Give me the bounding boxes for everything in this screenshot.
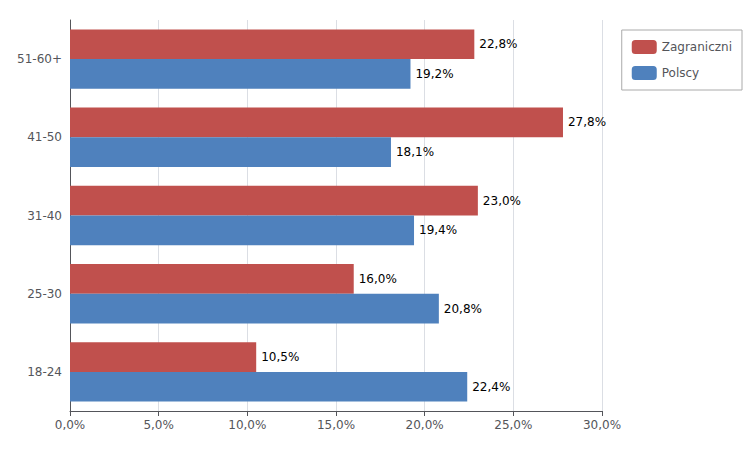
svg-text:15,0%: 15,0% (317, 418, 355, 432)
svg-text:18-24: 18-24 (27, 365, 62, 379)
svg-text:30,0%: 30,0% (583, 418, 621, 432)
svg-text:51-60+: 51-60+ (17, 52, 62, 66)
svg-text:10,0%: 10,0% (228, 418, 266, 432)
svg-text:31-40: 31-40 (27, 209, 62, 223)
svg-text:19,2%: 19,2% (415, 67, 453, 81)
svg-text:Polscy: Polscy (662, 66, 699, 80)
svg-text:23,0%: 23,0% (483, 194, 521, 208)
svg-text:25-30: 25-30 (27, 287, 62, 301)
svg-text:18,1%: 18,1% (396, 145, 434, 159)
svg-text:27,8%: 27,8% (568, 115, 606, 129)
svg-text:Zagraniczni: Zagraniczni (662, 40, 732, 54)
svg-text:16,0%: 16,0% (359, 272, 397, 286)
svg-text:25,0%: 25,0% (494, 418, 532, 432)
svg-text:0,0%: 0,0% (55, 418, 86, 432)
svg-text:22,8%: 22,8% (479, 37, 517, 51)
svg-text:20,0%: 20,0% (406, 418, 444, 432)
svg-text:41-50: 41-50 (27, 130, 62, 144)
svg-text:10,5%: 10,5% (261, 350, 299, 364)
svg-text:20,8%: 20,8% (444, 302, 482, 316)
svg-text:19,4%: 19,4% (419, 223, 457, 237)
svg-text:5,0%: 5,0% (143, 418, 174, 432)
svg-text:22,4%: 22,4% (472, 380, 510, 394)
